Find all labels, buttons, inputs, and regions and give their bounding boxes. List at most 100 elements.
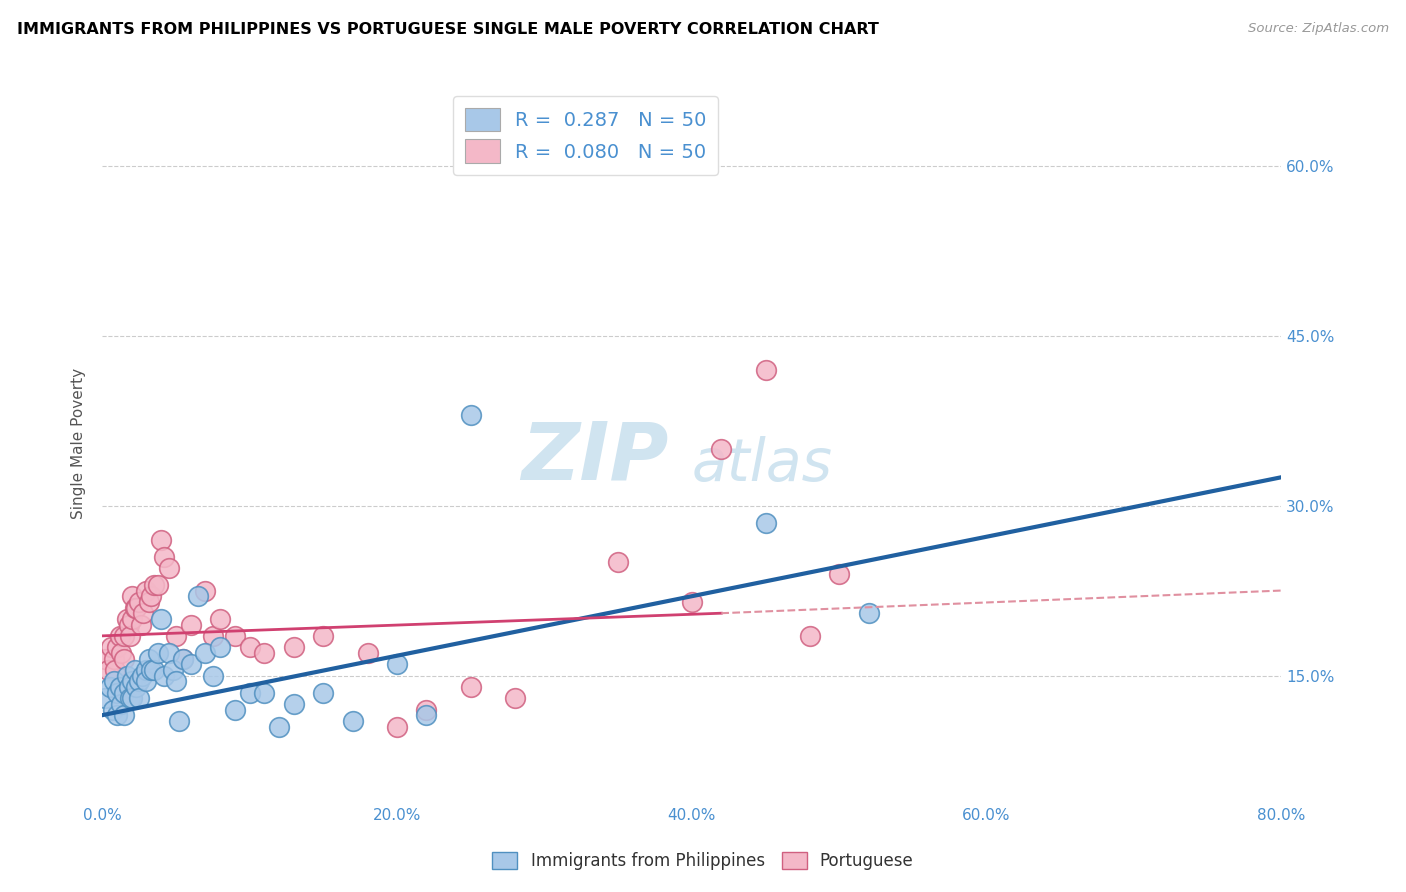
Point [105,640,128,655]
Point [312,685,335,699]
Point [710,442,733,456]
Point [103,651,125,665]
Point [754,516,776,530]
Point [117,612,139,626]
Point [283,640,305,655]
Point [120,691,142,706]
Point [112,685,135,699]
Point [342,714,364,728]
Point [153,668,176,682]
Point [681,595,703,609]
Point [239,685,262,699]
Point [124,600,146,615]
Point [150,533,173,547]
Point [138,595,160,609]
Point [799,629,821,643]
Point [503,691,526,706]
Point [201,668,224,682]
Point [101,702,124,716]
Point [460,408,482,422]
Point [125,600,148,615]
Point [135,663,157,677]
Point [121,691,143,706]
Point [415,702,437,716]
Point [267,719,290,733]
Point [607,555,630,569]
Point [121,612,143,626]
Point [125,680,148,694]
Text: Source: ZipAtlas.com: Source: ZipAtlas.com [1249,22,1389,36]
Point [148,578,170,592]
Point [162,663,184,677]
Point [94,651,117,665]
Point [124,663,146,677]
Point [104,663,127,677]
Point [105,685,128,699]
Point [128,595,150,609]
Point [98,680,121,694]
Point [283,697,305,711]
Point [139,589,162,603]
Point [209,612,232,626]
Point [224,629,246,643]
Point [858,606,880,620]
Point [167,714,190,728]
Point [100,640,122,655]
Point [105,708,128,723]
Point [180,617,202,632]
Point [142,578,165,592]
Text: IMMIGRANTS FROM PHILIPPINES VS PORTUGUESE SINGLE MALE POVERTY CORRELATION CHART: IMMIGRANTS FROM PHILIPPINES VS PORTUGUES… [17,22,879,37]
Point [103,674,125,689]
Point [129,617,152,632]
Point [135,674,157,689]
Point [239,640,262,655]
Text: atlas: atlas [692,436,832,493]
Point [118,680,141,694]
Point [460,680,482,694]
Point [139,663,162,677]
Point [110,697,132,711]
Point [132,606,155,620]
Point [415,708,437,723]
Point [194,646,217,660]
Point [128,691,150,706]
Point [108,629,131,643]
Point [194,583,217,598]
Point [112,651,135,665]
Point [165,674,187,689]
Point [131,668,153,682]
Point [117,668,139,682]
Point [110,646,132,660]
Point [157,646,180,660]
Point [94,691,117,706]
Point [385,719,408,733]
Point [356,646,378,660]
Point [138,651,160,665]
Point [180,657,202,672]
Point [187,589,209,603]
Point [828,566,851,581]
Point [201,629,224,643]
Point [121,674,143,689]
Point [112,629,135,643]
Point [224,702,246,716]
Point [128,674,150,689]
Point [165,629,187,643]
Point [97,663,120,677]
Point [385,657,408,672]
Point [754,362,776,376]
Point [135,583,157,598]
Point [253,685,276,699]
Point [209,640,232,655]
Point [172,651,194,665]
Point [108,680,131,694]
Point [157,561,180,575]
Point [112,708,135,723]
Point [153,549,176,564]
Legend: Immigrants from Philippines, Portuguese: Immigrants from Philippines, Portuguese [485,845,921,877]
Point [148,646,170,660]
Text: ZIP: ZIP [520,418,668,497]
Point [150,612,173,626]
Y-axis label: Single Male Poverty: Single Male Poverty [72,368,86,519]
Legend: R =  0.287   N = 50, R =  0.080   N = 50: R = 0.287 N = 50, R = 0.080 N = 50 [453,96,718,175]
